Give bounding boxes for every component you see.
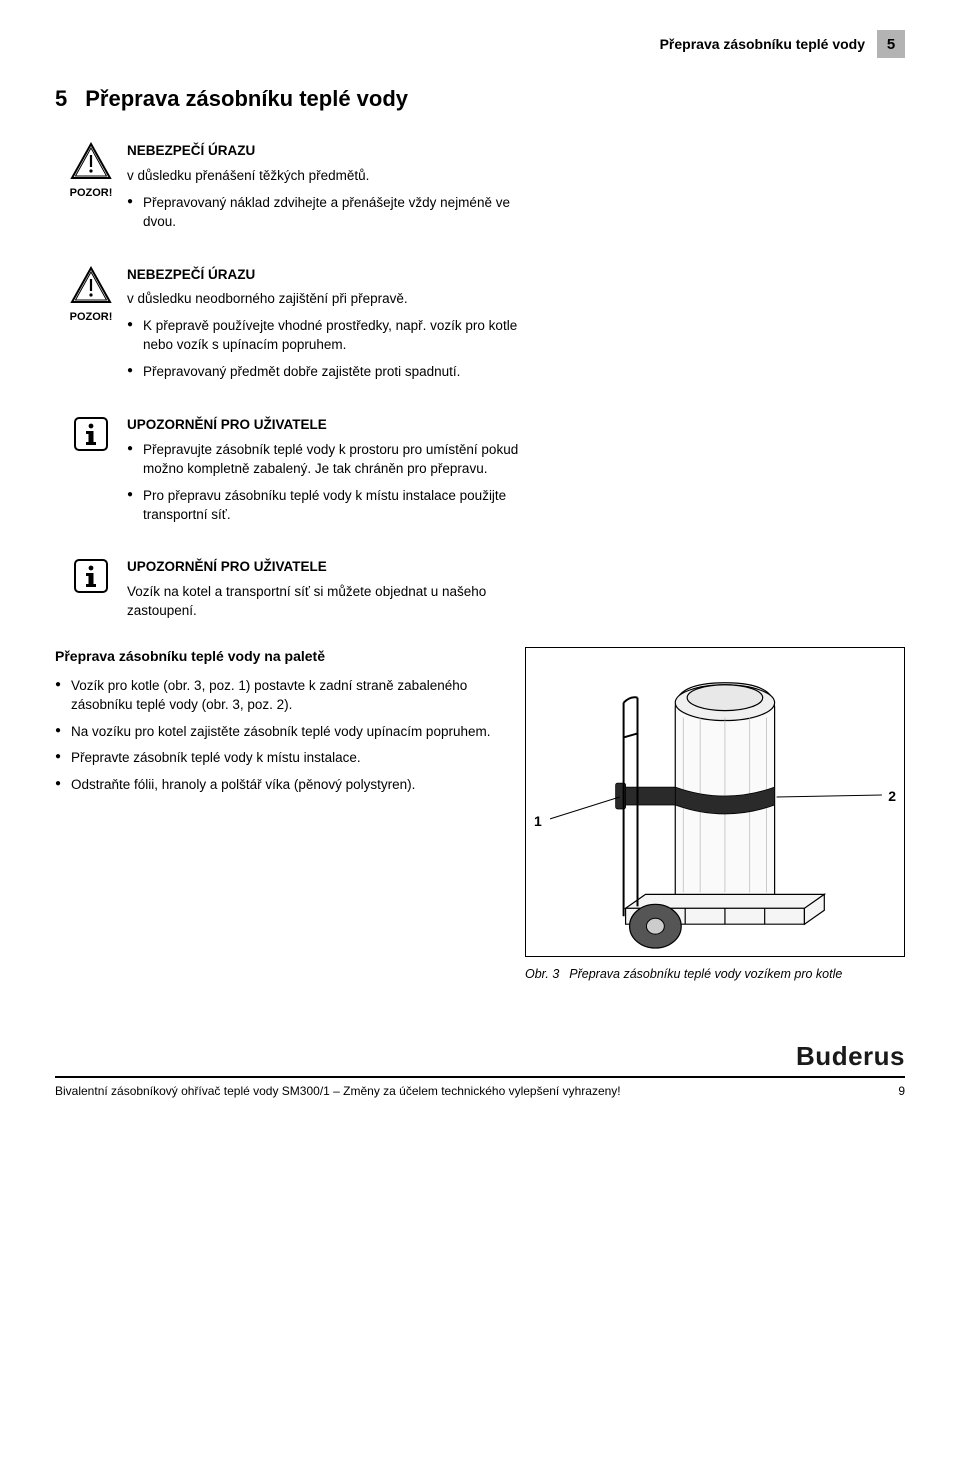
info-icon <box>73 416 109 457</box>
list-item: Vozík pro kotle (obr. 3, poz. 1) postavt… <box>55 677 495 715</box>
section-heading: 5 Přeprava zásobníku teplé vody <box>55 86 905 112</box>
figure-caption-text: Přeprava zásobníku teplé vody vozíkem pr… <box>569 967 842 981</box>
list-item: Na vozíku pro kotel zajistěte zásobník t… <box>55 723 495 742</box>
section-title: Přeprava zásobníku teplé vody <box>85 86 408 111</box>
figure-caption: Obr. 3 Přeprava zásobníku teplé vody voz… <box>525 967 905 981</box>
figure-callout: 2 <box>888 788 896 804</box>
warning-block: POZOR! NEBEZPEČÍ ÚRAZU v důsledku neodbo… <box>55 266 525 390</box>
list-item: Přepravte zásobník teplé vody k místu in… <box>55 749 495 768</box>
list-item: Odstraňte fólii, hranoly a polštář víka … <box>55 776 495 795</box>
page-header: Přeprava zásobníku teplé vody 5 <box>55 30 905 58</box>
warning-icon <box>70 266 112 309</box>
warning-title: NEBEZPEČÍ ÚRAZU <box>127 142 525 161</box>
pozor-label: POZOR! <box>70 311 113 323</box>
brand-logo: Buderus <box>796 1041 905 1072</box>
warning-lead: v důsledku neodborného zajištění při pře… <box>127 290 525 309</box>
list-item: K přepravě používejte vhodné prostředky,… <box>127 317 525 355</box>
figure: 1 2 <box>525 647 905 957</box>
subheading: Přeprava zásobníku teplé vody na paletě <box>55 647 495 667</box>
header-section-number: 5 <box>877 30 905 58</box>
warning-title: NEBEZPEČÍ ÚRAZU <box>127 266 525 285</box>
header-title: Přeprava zásobníku teplé vody <box>660 36 865 52</box>
page-number: 9 <box>898 1084 905 1098</box>
figure-label: Obr. 3 <box>525 967 559 981</box>
pozor-label: POZOR! <box>70 187 113 199</box>
warning-icon <box>70 142 112 185</box>
info-block: UPOZORNĚNÍ PRO UŽIVATELE Vozík na kotel … <box>55 558 525 621</box>
footer-text: Bivalentní zásobníkový ohřívač teplé vod… <box>55 1084 621 1098</box>
info-block: UPOZORNĚNÍ PRO UŽIVATELE Přepravujte zás… <box>55 416 525 532</box>
section-number: 5 <box>55 86 67 111</box>
list-item: Přepravovaný předmět dobře zajistěte pro… <box>127 363 525 382</box>
page-footer: Buderus Bivalentní zásobníkový ohřívač t… <box>0 1041 960 1118</box>
instructions-column: Přeprava zásobníku teplé vody na paletě … <box>55 647 495 981</box>
info-icon <box>73 558 109 599</box>
list-item: Pro přepravu zásobníku teplé vody k míst… <box>127 487 525 525</box>
warning-lead: v důsledku přenášení těžkých předmětů. <box>127 167 525 186</box>
list-item: Přepravujte zásobník teplé vody k prosto… <box>127 441 525 479</box>
figure-callout: 1 <box>534 813 542 829</box>
info-text: Vozík na kotel a transportní síť si může… <box>127 583 525 621</box>
info-title: UPOZORNĚNÍ PRO UŽIVATELE <box>127 558 525 577</box>
warning-block: POZOR! NEBEZPEČÍ ÚRAZU v důsledku přenáš… <box>55 142 525 240</box>
list-item: Přepravovaný náklad zdvihejte a přenášej… <box>127 194 525 232</box>
figure-illustration <box>526 648 904 956</box>
info-title: UPOZORNĚNÍ PRO UŽIVATELE <box>127 416 525 435</box>
